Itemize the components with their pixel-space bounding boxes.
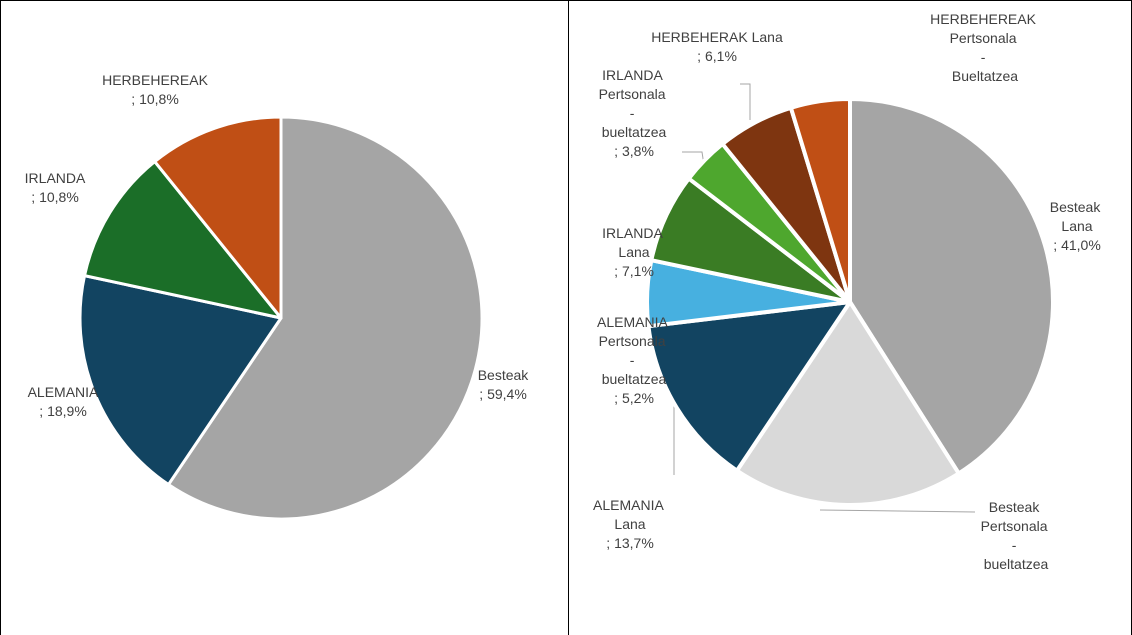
label-line: -: [1012, 537, 1021, 553]
label-line: ALEMANIA: [593, 497, 667, 513]
label-value: 13,7%: [614, 535, 654, 551]
data-label-category: HERBEHERAK Lana: [651, 29, 783, 45]
data-label-value: ; 5,2%: [614, 390, 654, 406]
data-label-value: ; 41,0%: [1053, 237, 1101, 253]
label-line: IRLANDA: [602, 225, 666, 241]
data-label-value: ; 10,8%: [131, 91, 179, 107]
label-value: 7,1%: [622, 263, 654, 279]
label-line: bueltatzea: [602, 371, 667, 387]
data-label-category: Besteak: [478, 367, 530, 383]
pie-slice: [78, 274, 283, 487]
label-line: ALEMANIA: [597, 314, 671, 330]
label-line: bueltatzea: [984, 556, 1049, 572]
data-label-value: ; 18,9%: [39, 403, 87, 419]
label-value: 41,0%: [1061, 237, 1101, 253]
label-line: HERBEHEREAK: [930, 11, 1040, 27]
label-line: -: [630, 352, 639, 368]
data-label-category: HERBEHEREAK: [102, 72, 208, 88]
data-label-category: IRLANDA: [25, 170, 86, 186]
pie-slice: [788, 97, 852, 304]
label-separator: ;: [1053, 237, 1057, 253]
pie-slice: [153, 115, 283, 320]
label-line: IRLANDA: [602, 67, 666, 83]
data-label-category: IRLANDA Pertsonala - bueltatzea: [599, 67, 670, 140]
label-separator: ;: [697, 48, 701, 64]
leader-line: [819, 509, 976, 513]
label-separator: ;: [606, 535, 610, 551]
data-label-value: ; 59,4%: [479, 386, 527, 402]
label-line: Pertsonala: [599, 333, 670, 349]
data-label-category: Besteak Lana: [1050, 199, 1104, 234]
leader-line: [740, 83, 751, 120]
data-label-value: ; 13,7%: [606, 535, 654, 551]
label-line: Lana: [618, 244, 649, 260]
label-separator: ;: [614, 263, 618, 279]
label-separator: ;: [614, 390, 618, 406]
label-line: Lana: [614, 516, 645, 532]
label-value: 59,4%: [487, 386, 527, 402]
pie-slice: [646, 300, 852, 473]
label-line: Besteak: [1050, 199, 1104, 215]
data-label-value: ; 7,1%: [614, 263, 654, 279]
label-line: HERBEHERAK Lana: [651, 29, 783, 45]
data-label-category: HERBEHEREAK Pertsonala - Bueltatzea: [930, 11, 1040, 84]
data-label-category: ALEMANIA: [28, 384, 99, 400]
label-value: 5,2%: [622, 390, 654, 406]
label-line: Besteak: [989, 499, 1043, 515]
label-line: Bueltatzea: [952, 68, 1018, 84]
label-separator: ;: [39, 403, 43, 419]
label-line: -: [981, 49, 990, 65]
label-line: Besteak: [478, 367, 530, 383]
label-line: Pertsonala: [599, 86, 670, 102]
data-label-value: ; 3,8%: [614, 143, 654, 159]
label-line: -: [630, 105, 639, 121]
data-label-value: ; 6,1%: [697, 48, 737, 64]
label-line: Pertsonala: [950, 30, 1021, 46]
data-label-category: ALEMANIA Lana: [593, 497, 667, 532]
label-value: 18,9%: [47, 403, 87, 419]
label-line: HERBEHEREAK: [102, 72, 208, 88]
pie-slice: [734, 300, 961, 507]
data-label-category: ALEMANIA Pertsonala - bueltatzea: [597, 314, 671, 387]
label-line: bueltatzea: [602, 124, 667, 140]
label-line: ALEMANIA: [28, 384, 99, 400]
label-value: 10,8%: [139, 91, 179, 107]
pie-slice: [166, 115, 484, 521]
label-line: Lana: [1061, 218, 1092, 234]
data-label-category: Besteak Pertsonala - bueltatzea: [981, 499, 1052, 572]
label-value: 6,1%: [705, 48, 737, 64]
label-separator: ;: [614, 143, 618, 159]
label-line: Pertsonala: [981, 518, 1052, 534]
label-value: 10,8%: [39, 189, 79, 205]
data-label-value: ; 10,8%: [31, 189, 79, 205]
label-separator: ;: [479, 386, 483, 402]
data-label-category: IRLANDA Lana: [602, 225, 666, 260]
pie-slice: [83, 160, 283, 320]
label-line: IRLANDA: [25, 170, 86, 186]
label-separator: ;: [131, 91, 135, 107]
label-value: 3,8%: [622, 143, 654, 159]
label-separator: ;: [31, 189, 35, 205]
